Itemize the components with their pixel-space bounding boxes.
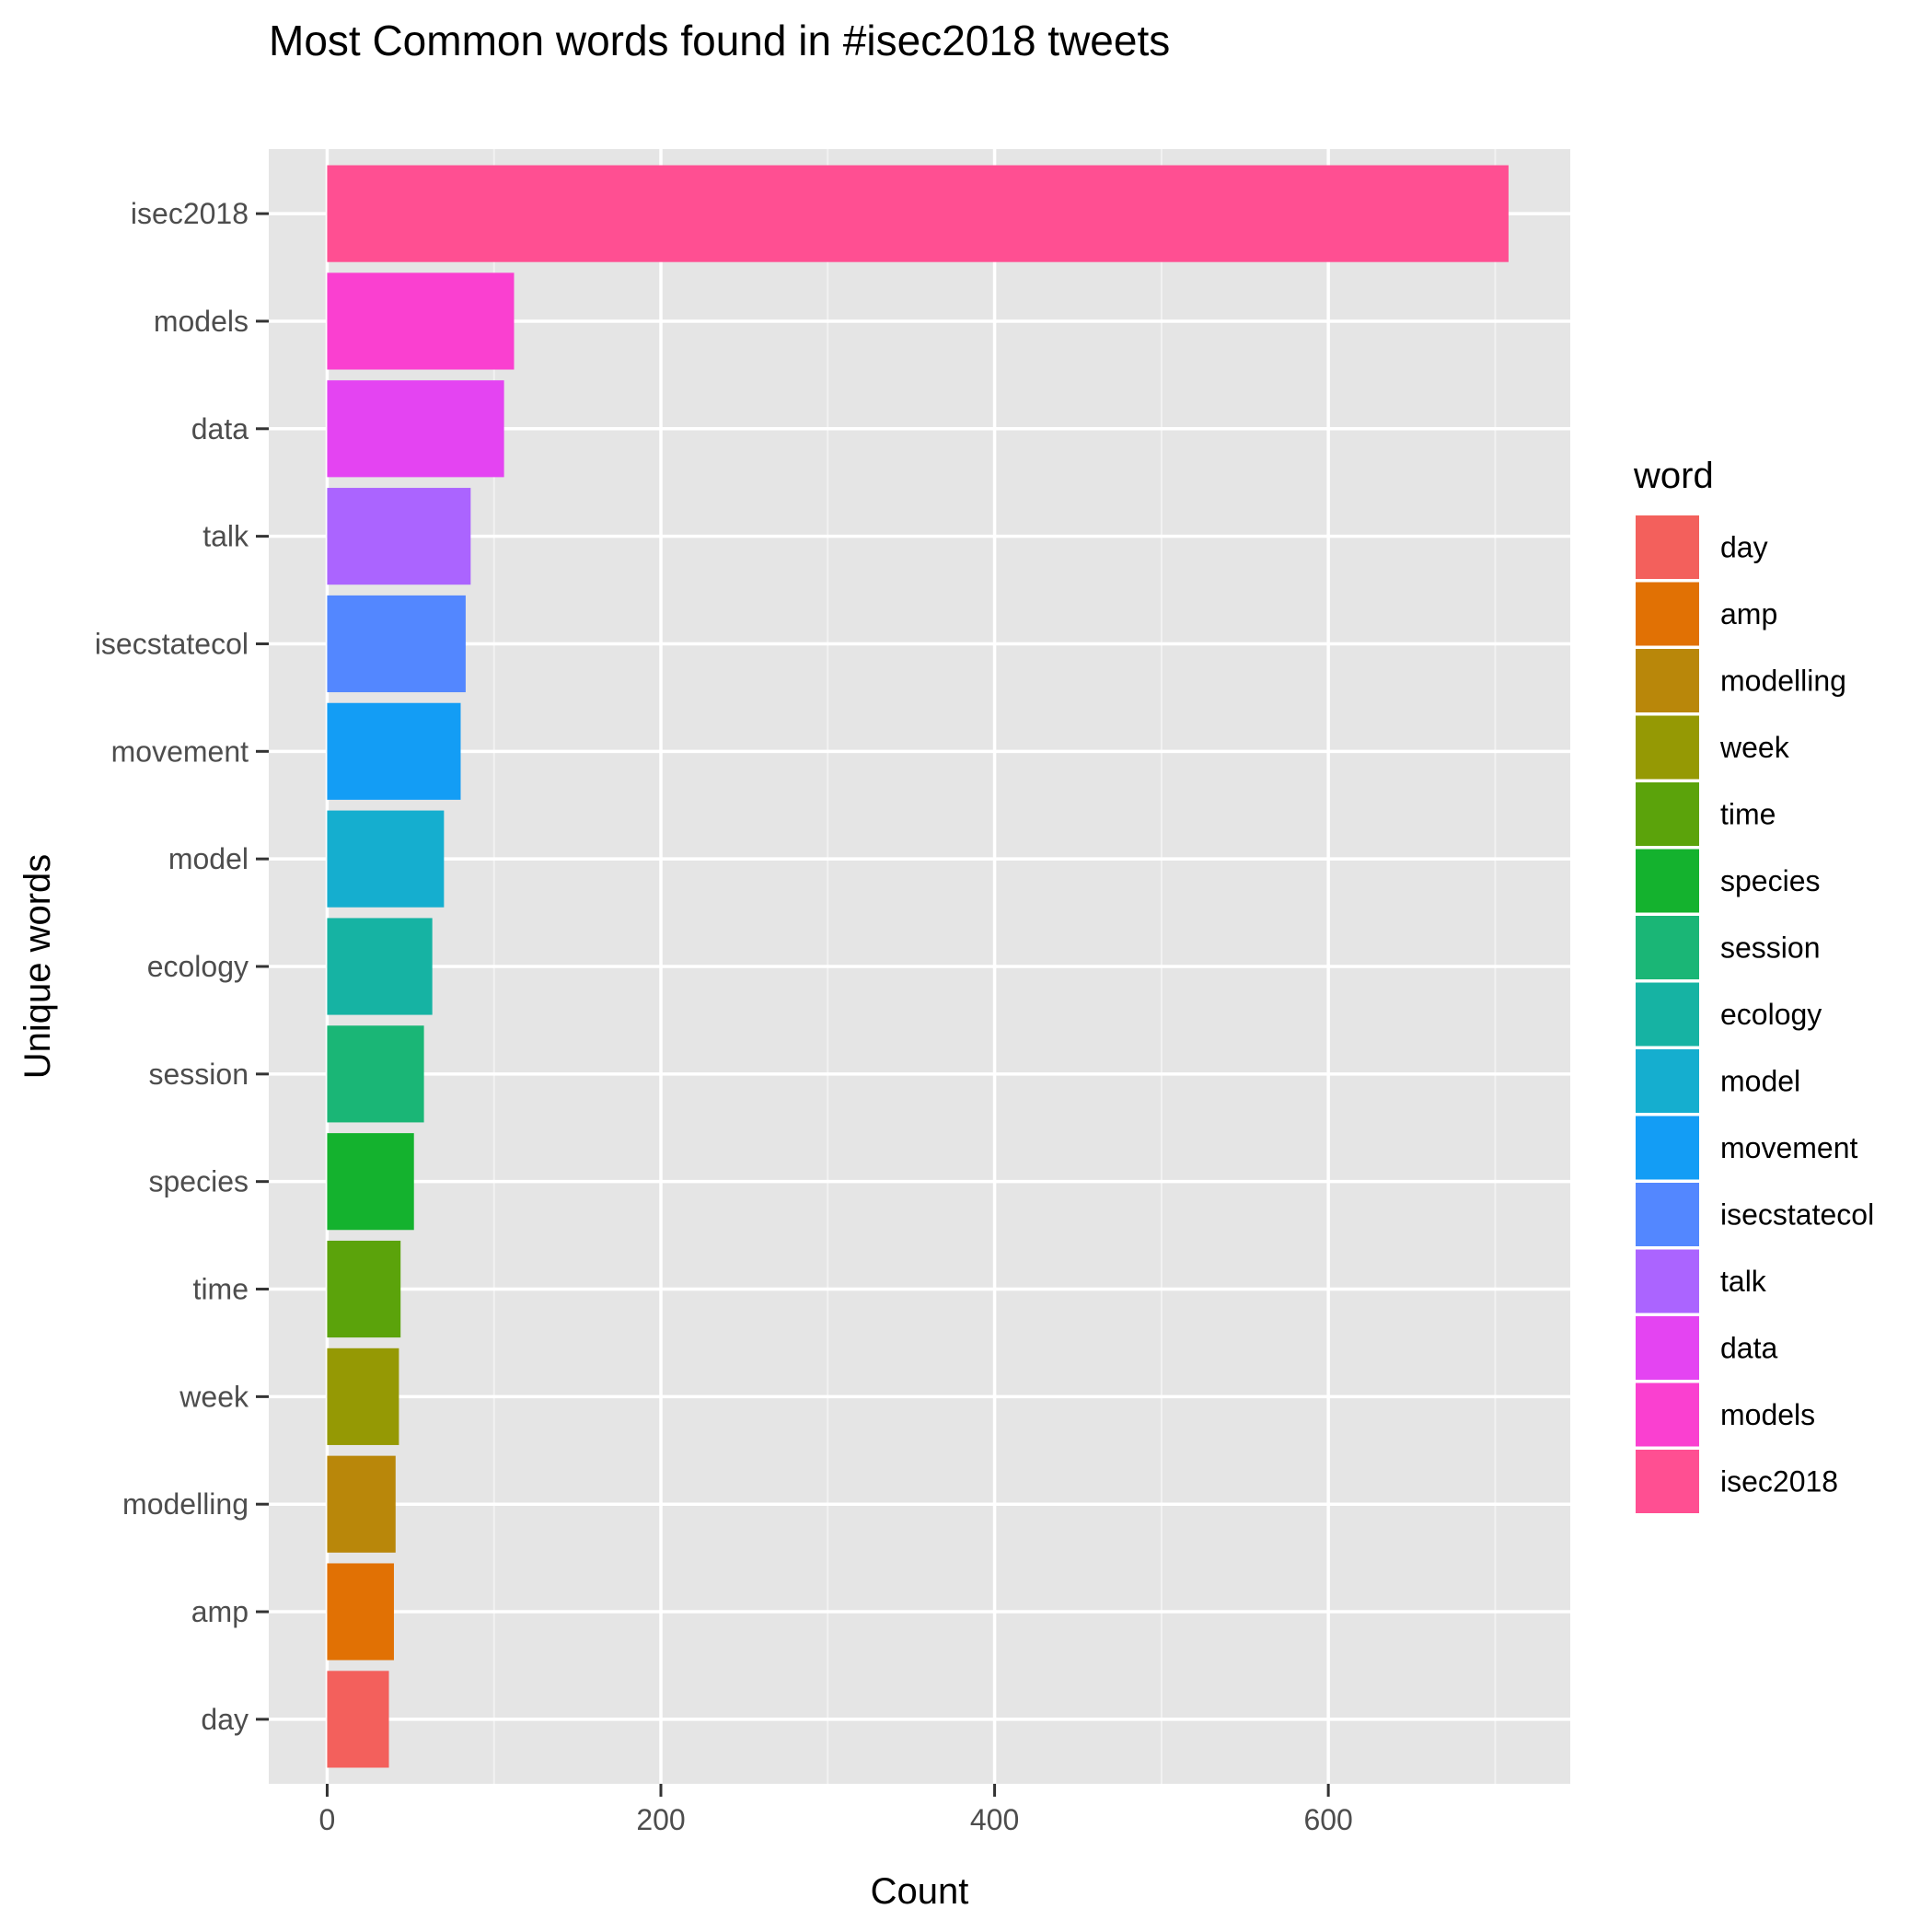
legend-label-week: week <box>1719 731 1790 764</box>
legend-label-data: data <box>1720 1332 1777 1365</box>
y-axis-title: Unique words <box>17 854 58 1080</box>
legend-key-session <box>1636 916 1699 979</box>
legend-label-model: model <box>1720 1065 1800 1098</box>
y-tick-label: talk <box>202 520 249 553</box>
legend-key-talk <box>1636 1249 1699 1313</box>
y-tick-label: model <box>168 842 249 875</box>
bar-modelling <box>327 1455 396 1553</box>
x-tick-label: 0 <box>319 1803 336 1836</box>
x-tick-label: 600 <box>1303 1803 1352 1836</box>
x-axis-title: Count <box>871 1871 969 1912</box>
bar-movement <box>327 702 461 800</box>
y-tick-label: time <box>193 1273 249 1306</box>
x-tick-label: 200 <box>636 1803 685 1836</box>
y-axis: isec2018 models data talk isecstatecol moveme… <box>95 197 269 1736</box>
legend-label-movement: movement <box>1720 1131 1858 1164</box>
legend-label-species: species <box>1720 864 1821 897</box>
bar-day <box>327 1671 389 1768</box>
legend-label-talk: talk <box>1720 1265 1767 1298</box>
legend-key-week <box>1636 715 1699 780</box>
legend-label-modelling: modelling <box>1720 665 1846 698</box>
legend-key-models <box>1636 1382 1699 1447</box>
bar-models <box>327 272 515 370</box>
y-tick-label: species <box>149 1165 249 1198</box>
y-tick-label: week <box>179 1380 249 1413</box>
y-tick-label: ecology <box>147 950 249 983</box>
bar-species <box>327 1133 414 1231</box>
legend-key-ecology <box>1636 982 1699 1047</box>
legend-key-isecstatecol <box>1636 1183 1699 1246</box>
legend-label-time: time <box>1720 798 1776 831</box>
legend-label-isecstatecol: isecstatecol <box>1720 1198 1874 1232</box>
legend: word day amp modelling week time species sessi… <box>1633 456 1874 1513</box>
x-tick-label: 400 <box>970 1803 1019 1836</box>
bar-talk <box>327 488 471 585</box>
legend-key-day <box>1636 515 1699 579</box>
legend-label-day: day <box>1720 531 1768 564</box>
bar-data <box>327 380 504 478</box>
legend-label-isec2018: isec2018 <box>1720 1465 1838 1498</box>
y-tick-label: modelling <box>122 1487 249 1521</box>
bar-week <box>327 1348 399 1445</box>
legend-title: word <box>1633 456 1714 496</box>
legend-key-model <box>1636 1049 1699 1113</box>
legend-key-modelling <box>1636 649 1699 712</box>
y-tick-label: isec2018 <box>131 197 249 230</box>
x-axis: 0 200 400 600 <box>319 1784 1353 1836</box>
legend-key-time <box>1636 782 1699 846</box>
y-tick-label: amp <box>191 1595 249 1628</box>
legend-key-species <box>1636 849 1699 913</box>
y-tick-label: isecstatecol <box>95 627 249 660</box>
legend-key-amp <box>1636 582 1699 646</box>
bar-session <box>327 1025 424 1123</box>
bar-ecology <box>327 918 433 1015</box>
y-tick-label: models <box>154 305 249 338</box>
y-tick-label: session <box>149 1058 249 1091</box>
legend-label-session: session <box>1720 931 1821 965</box>
bar-model <box>327 810 445 908</box>
legend-key-movement <box>1636 1116 1699 1180</box>
bar-time <box>327 1240 401 1338</box>
bar-isecstatecol <box>327 595 466 693</box>
legend-label-amp: amp <box>1720 597 1777 631</box>
bars <box>327 165 1509 1768</box>
legend-key-data <box>1636 1316 1699 1380</box>
y-tick-label: data <box>191 412 249 445</box>
bar-isec2018 <box>327 165 1509 262</box>
legend-label-models: models <box>1720 1398 1815 1431</box>
bar-amp <box>327 1563 394 1660</box>
legend-label-ecology: ecology <box>1720 998 1822 1031</box>
y-tick-label: day <box>201 1703 249 1736</box>
y-tick-label: movement <box>111 735 249 768</box>
legend-key-isec2018 <box>1636 1450 1699 1513</box>
chart-title: Most Common words found in #isec2018 twe… <box>269 17 1170 64</box>
